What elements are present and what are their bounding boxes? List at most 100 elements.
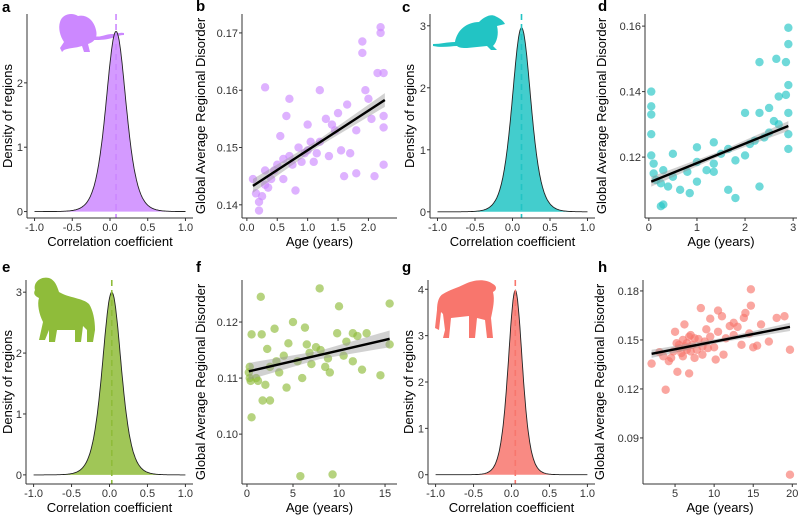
data-point <box>664 356 673 366</box>
y-tick-label: 0.16 <box>217 85 238 97</box>
data-point <box>649 169 658 178</box>
data-point <box>276 131 285 141</box>
data-point <box>367 114 376 124</box>
x-tick-label: -0.5 <box>63 222 82 234</box>
data-point <box>672 339 681 348</box>
panel-letter: g <box>402 259 411 276</box>
x-tick-label: 0 <box>646 222 652 234</box>
data-point <box>755 182 764 191</box>
y-tick-label: 0.12 <box>217 317 238 329</box>
data-point <box>709 167 718 177</box>
y-tick-label: 0 <box>420 207 426 219</box>
data-point <box>312 149 321 158</box>
data-point <box>711 355 720 364</box>
data-point <box>332 329 342 338</box>
y-tick-label: 0 <box>17 207 23 219</box>
x-tick-label: 0.0 <box>239 222 254 234</box>
data-point <box>772 313 781 323</box>
x-tick-label: 10 <box>333 488 345 500</box>
y-axis-label: Global Average Regional Disorder <box>193 17 208 214</box>
x-tick-label: 0.5 <box>140 488 155 500</box>
data-point <box>649 159 658 168</box>
y-tick-label: 3 <box>16 287 22 299</box>
y-tick-label: 1 <box>16 409 22 421</box>
data-point <box>342 100 352 109</box>
data-point <box>265 396 275 405</box>
data-point <box>675 185 685 195</box>
data-point <box>647 87 656 96</box>
data-point <box>781 57 791 67</box>
data-point <box>334 302 344 311</box>
data-point <box>647 102 656 111</box>
regression-line <box>650 124 789 183</box>
data-point <box>348 357 358 366</box>
panel-letter: a <box>2 0 11 16</box>
data-point <box>311 343 321 352</box>
data-point <box>379 160 388 169</box>
x-tick-label: 1 <box>694 222 700 234</box>
data-point <box>257 330 266 339</box>
data-point <box>257 192 267 201</box>
data-point <box>692 143 702 152</box>
x-tick-label: 1.5 <box>330 222 345 234</box>
data-point <box>339 351 348 360</box>
x-axis-label: Age (years) <box>686 500 753 515</box>
data-point <box>764 103 774 113</box>
data-point <box>719 350 728 359</box>
data-point <box>284 339 293 348</box>
x-tick-label: 0.0 <box>102 222 117 234</box>
data-point <box>673 367 682 376</box>
data-point <box>784 129 793 139</box>
panel-letter: c <box>402 0 410 16</box>
regression-line <box>248 337 390 373</box>
data-point <box>702 325 711 334</box>
data-point <box>270 324 279 333</box>
y-tick-label: 0 <box>16 470 22 482</box>
x-tick-label: 5 <box>672 488 678 500</box>
y-tick-label: 2 <box>16 348 22 360</box>
data-point <box>703 343 713 353</box>
data-point <box>247 413 256 422</box>
panel-e: e -1.0 -0.5 0.0 0.5 1.0 0 1 2 3 Correlation coeffi… <box>0 259 193 515</box>
data-point <box>659 352 668 361</box>
data-point <box>342 337 351 346</box>
y-axis-label: Global Average Regional Disorder <box>193 283 208 480</box>
data-point <box>361 86 370 95</box>
x-tick-label: 0.0 <box>505 222 520 234</box>
data-point <box>297 157 306 167</box>
panel-letter: f <box>196 259 202 276</box>
x-tick-label: 5 <box>290 488 296 500</box>
data-point <box>684 369 694 378</box>
y-tick-label: 0.16 <box>620 21 641 33</box>
panel-g: g -1.0 -0.5 0.0 0.5 1.0 0 1 2 3 4 Correlation coeff… <box>401 259 595 515</box>
data-point <box>297 373 307 383</box>
data-point <box>717 312 727 321</box>
data-point <box>305 348 314 358</box>
data-point <box>302 340 311 349</box>
data-point <box>385 299 394 308</box>
data-point <box>670 327 680 336</box>
x-tick-label: -1.0 <box>426 488 445 500</box>
data-point <box>709 159 718 168</box>
data-point <box>784 144 793 154</box>
data-point <box>663 182 673 191</box>
x-tick-label: 2 <box>742 222 748 234</box>
data-point <box>698 350 707 359</box>
data-point <box>321 362 330 372</box>
data-point <box>315 284 324 293</box>
x-tick-label: -1.0 <box>25 222 44 234</box>
data-point <box>379 68 388 78</box>
data-point <box>376 371 385 380</box>
x-tick-label: 0.0 <box>102 488 117 500</box>
data-point <box>352 169 361 178</box>
y-tick-label: 0.18 <box>618 286 639 298</box>
data-point <box>309 157 318 167</box>
data-point <box>260 180 270 189</box>
x-tick-label: 1.0 <box>580 488 595 500</box>
y-tick-label: 0.14 <box>620 87 641 99</box>
data-point <box>690 353 699 363</box>
data-point <box>339 171 349 181</box>
data-point <box>647 359 656 368</box>
data-point <box>731 193 740 203</box>
data-point <box>659 165 668 175</box>
